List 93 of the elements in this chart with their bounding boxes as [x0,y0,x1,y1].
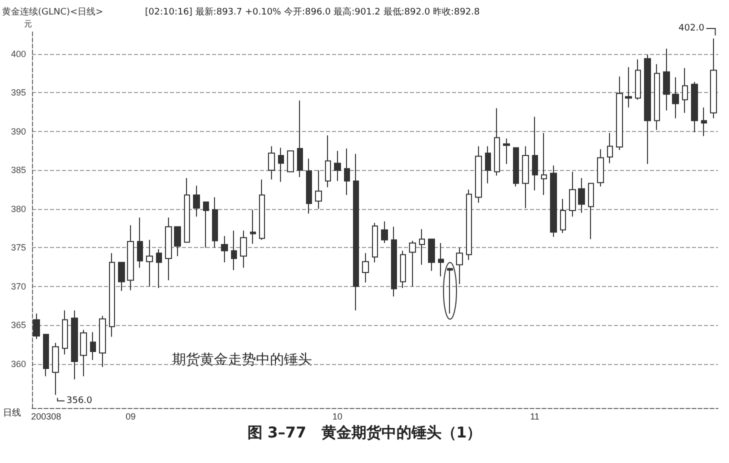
candlestick [691,81,698,133]
y-tick-label: 375 [10,242,26,253]
candlestick [503,138,510,165]
candlestick [588,182,594,240]
candlestick [682,67,688,114]
y-tick-label: 400 [10,49,26,60]
candlestick [52,342,59,396]
y-tick-label: 370 [10,281,26,292]
x-tick-label: 11 [530,412,540,422]
candlestick [71,310,78,380]
candlestick [625,66,632,108]
y-tick-label: 365 [10,320,26,330]
candlestick [193,185,200,218]
candlestick [654,64,660,130]
y-axis-title: 元 [24,20,32,28]
candlestick [184,177,190,243]
candlestick [334,150,341,182]
candlestick [494,108,500,176]
candlestick [597,148,604,187]
y-tick-label: 360 [10,358,26,369]
candlestick [240,230,247,268]
candlestick [466,189,472,261]
candlestick [165,216,172,281]
candlestick [578,177,585,214]
candlestick [391,226,397,297]
text: 日线 [3,408,21,418]
candlestick [541,132,547,196]
candlestick [127,224,134,291]
annotation: 402.0 [678,24,705,34]
y-tick-label: 380 [10,204,26,214]
candlestick [672,76,679,119]
text: 图 3–77 黄金期货中的锤头（1） [247,424,482,442]
candlestick [485,146,491,184]
candlestick [43,334,49,377]
annotation: 356.0 [66,396,93,406]
candlestick [644,54,651,165]
candlestick [428,238,435,272]
candlestick [221,236,228,263]
candlestick [522,146,529,209]
candlestick [156,248,162,288]
candlestick [278,147,284,182]
candlestick [297,100,303,178]
candlestick [268,146,275,180]
candlestick [409,240,416,287]
candlestick [315,170,322,210]
candlestick [250,209,256,244]
candlestick [362,252,369,284]
x-tick-label: 09 [126,412,136,422]
candlestick [146,239,153,287]
candlestick [212,196,218,248]
candlestick [137,216,143,268]
candlestick [475,146,482,204]
candlestick [344,148,350,196]
candlestick [372,222,378,263]
y-tick-label: 390 [10,126,26,136]
candlestick [109,252,115,338]
candlestick [325,134,331,188]
candlestick [33,313,40,340]
chart-subtitle: 黄金连续(GLNC)<日线> [2,6,104,18]
candlestick [400,250,406,288]
candlestick [607,132,613,164]
candlestick [663,48,670,112]
candlestick [353,153,359,311]
candlestick [438,242,444,277]
text: [02:10:16] 最新:893.7 +0.10% 今开:896.0 最高:901.2 最低:892.0 昨收:892.8 [145,6,480,18]
candlestick [710,38,717,119]
y-tick-label: 395 [10,88,26,98]
candlestick [560,198,566,234]
candlestick [231,230,237,271]
candlestick [456,247,463,285]
candlestick [287,150,294,172]
y-tick-label: 385 [10,165,26,176]
candlestick [259,178,265,240]
candlestick [569,171,576,218]
candlestick [447,267,453,314]
candlestick [381,220,388,244]
candlestick [635,58,641,100]
candlestick [513,147,519,187]
candlestick [174,226,181,257]
candlestick [306,158,312,214]
x-tick-label: 10 [332,412,342,422]
candlestick [616,76,623,151]
candlestick [62,310,68,356]
candlestick [118,262,125,292]
candlestick [701,106,707,137]
candlestick [532,116,538,191]
candlestick [99,315,106,368]
candlestick [90,332,96,360]
candlestick [203,201,209,248]
candlestick [80,329,87,377]
x-tick-label: 200308 [31,412,62,422]
candlestick [550,165,557,238]
candlestick [419,228,425,266]
